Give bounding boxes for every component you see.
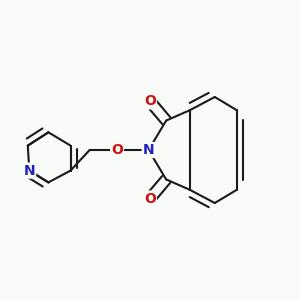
- Text: O: O: [144, 192, 156, 206]
- Text: O: O: [144, 94, 156, 108]
- Text: N: N: [23, 164, 35, 178]
- Text: O: O: [111, 143, 123, 157]
- Text: N: N: [143, 143, 154, 157]
